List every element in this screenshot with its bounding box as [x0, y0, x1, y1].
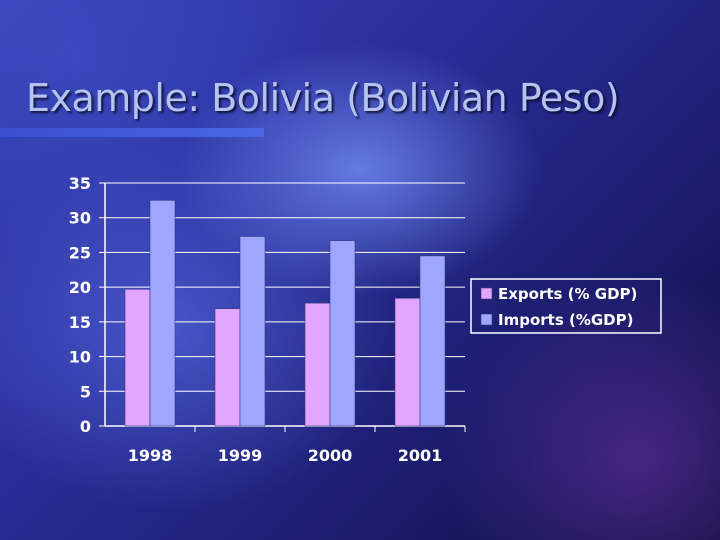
title-underline-bar	[0, 128, 264, 137]
x-tick-label: 1998	[128, 446, 173, 465]
imports-legend-label: Imports (%GDP)	[498, 311, 633, 329]
y-tick-label: 25	[69, 243, 91, 262]
exports-bar	[214, 308, 241, 427]
exports-legend-swatch	[480, 287, 493, 300]
exports-legend-label: Exports (% GDP)	[498, 285, 637, 303]
slide-title: Example: Bolivia (Bolivian Peso)	[26, 76, 620, 120]
y-tick-labels: 0 5 10 15 20 25 30 35	[69, 174, 91, 436]
legend: Exports (% GDP) Imports (%GDP)	[470, 278, 662, 334]
imports-bar	[239, 236, 266, 427]
y-tick-label: 10	[69, 348, 91, 367]
y-tick-label: 35	[69, 174, 91, 193]
x-tick-labels: 1998 1999 2000 2001	[128, 446, 443, 465]
x-tick-label: 2001	[398, 446, 443, 465]
y-tick-label: 0	[80, 417, 91, 436]
y-tick-label: 5	[80, 382, 91, 401]
exports-bar	[394, 297, 421, 427]
y-tick-label: 20	[69, 278, 91, 297]
x-tick-label: 1999	[218, 446, 263, 465]
imports-bar	[419, 255, 446, 427]
x-tick-label: 2000	[308, 446, 353, 465]
imports-legend-swatch	[480, 313, 493, 326]
exports-bar	[304, 302, 331, 427]
y-tick-label: 15	[69, 313, 91, 332]
exports-bar	[124, 288, 151, 427]
imports-bar	[149, 200, 176, 427]
y-tick-label: 30	[69, 209, 91, 228]
bars	[124, 200, 446, 427]
imports-bar	[329, 240, 356, 427]
legend-box	[470, 278, 662, 334]
